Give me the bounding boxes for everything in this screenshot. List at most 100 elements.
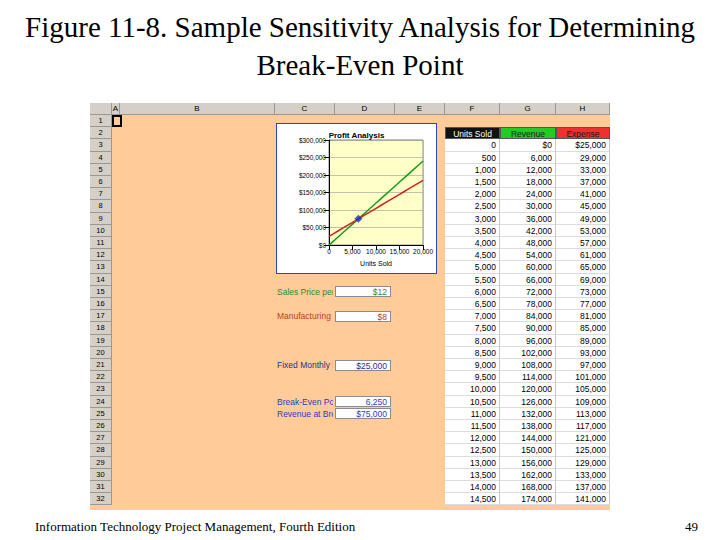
html-text:45,000: 45,000 — [580, 201, 606, 212]
html-text:$75,000: $75,000 — [356, 409, 387, 420]
html-text:114,000: 114,000 — [521, 372, 552, 383]
html-text:24,000: 24,000 — [526, 189, 552, 200]
html-text:$12: $12 — [372, 287, 387, 298]
html-text:10,000: 10,000 — [470, 384, 496, 395]
html-text:$8: $8 — [377, 311, 387, 322]
html-text:49: 49 — [685, 519, 698, 534]
html-text:81,000: 81,000 — [580, 311, 606, 322]
html-text:61,000: 61,000 — [580, 250, 606, 261]
html-text:500: 500 — [481, 152, 496, 163]
svg-text:10,000: 10,000 — [366, 248, 386, 255]
html-text:9,500: 9,500 — [474, 372, 496, 383]
html-text:126,000: 126,000 — [521, 396, 552, 407]
html-text:54,000: 54,000 — [526, 250, 552, 261]
html-text:10,500: 10,500 — [470, 396, 496, 407]
svg-text:20,000: 20,000 — [413, 248, 433, 255]
html-text:89,000: 89,000 — [580, 335, 606, 346]
html-text:3,500: 3,500 — [474, 225, 496, 236]
html-text:8,000: 8,000 — [474, 335, 496, 346]
html-text:53,000: 53,000 — [580, 225, 606, 236]
html-text:7,500: 7,500 — [474, 323, 496, 334]
html-text:72,000: 72,000 — [526, 286, 552, 297]
html-text:93,000: 93,000 — [580, 347, 606, 358]
html-text:49,000: 49,000 — [580, 213, 606, 224]
svg-text:0: 0 — [327, 248, 331, 255]
html-text:85,000: 85,000 — [580, 323, 606, 334]
svg-text:Units Sold: Units Sold — [360, 260, 392, 267]
html-text:69,000: 69,000 — [580, 274, 606, 285]
html-text:174,000: 174,000 — [521, 494, 552, 505]
html-text:Figure 11-8. Sample Sensitivit: Figure 11-8. Sample Sensitivity Analysis… — [25, 11, 695, 81]
svg-text:$250,000: $250,000 — [299, 154, 326, 161]
html-text:73,000: 73,000 — [580, 286, 606, 297]
html-text:1,000: 1,000 — [474, 164, 496, 175]
svg-text:$100,000: $100,000 — [299, 207, 326, 214]
html-text:30,000: 30,000 — [526, 201, 552, 212]
html-text:$25,000: $25,000 — [356, 360, 387, 371]
html-text:109,000: 109,000 — [575, 396, 606, 407]
svg-text:$50,000: $50,000 — [303, 224, 327, 231]
html-text:129,000: 129,000 — [575, 457, 606, 468]
svg-text:$150,000: $150,000 — [299, 189, 326, 196]
html-text:96,000: 96,000 — [526, 335, 552, 346]
html-text:141,000: 141,000 — [575, 494, 606, 505]
html-text:125,000: 125,000 — [575, 445, 606, 456]
html-text:6,000: 6,000 — [474, 286, 496, 297]
html-text:8,500: 8,500 — [474, 347, 496, 358]
html-text:5,000: 5,000 — [474, 262, 496, 273]
html-text:12,000: 12,000 — [470, 433, 496, 444]
html-text:101,000: 101,000 — [575, 372, 606, 383]
html-text:2,000: 2,000 — [474, 189, 496, 200]
html-text:132,000: 132,000 — [521, 408, 552, 419]
html-text:11,000: 11,000 — [470, 408, 496, 419]
html-text:102,000: 102,000 — [521, 347, 552, 358]
html-text:113,000: 113,000 — [575, 408, 606, 419]
html-text:2,500: 2,500 — [474, 201, 496, 212]
html-text:144,000: 144,000 — [521, 433, 552, 444]
html-text:Expense: Expense — [566, 129, 600, 140]
html-text:13,500: 13,500 — [470, 469, 496, 480]
svg-text:$300,000: $300,000 — [299, 137, 326, 144]
html-text:12,000: 12,000 — [526, 164, 552, 175]
html-text:Revenue: Revenue — [511, 129, 545, 140]
html-text:105,000: 105,000 — [575, 384, 606, 395]
html-text:Information Technology Project: Information Technology Project Managemen… — [35, 519, 356, 534]
html-text:33,000: 33,000 — [580, 164, 606, 175]
html-text:150,000: 150,000 — [521, 445, 552, 456]
html-text:42,000: 42,000 — [526, 225, 552, 236]
html-text:3,000: 3,000 — [474, 213, 496, 224]
html-text:6,000: 6,000 — [530, 152, 552, 163]
html-text:4,000: 4,000 — [474, 238, 496, 248]
html-text:66,000: 66,000 — [526, 274, 552, 285]
html-text:7,000: 7,000 — [474, 311, 496, 322]
html-text:36,000: 36,000 — [526, 213, 552, 224]
html-text:5,500: 5,500 — [474, 274, 496, 285]
html-text:4,500: 4,500 — [474, 250, 496, 261]
html-text:$0: $0 — [542, 140, 552, 151]
svg-text:Profit Analysis: Profit Analysis — [329, 131, 385, 140]
html-text:133,000: 133,000 — [575, 469, 606, 480]
html-text:12,500: 12,500 — [470, 445, 496, 456]
html-text:29,000: 29,000 — [580, 152, 606, 163]
html-text:120,000: 120,000 — [521, 384, 552, 395]
html-text:14,500: 14,500 — [470, 494, 496, 505]
html-text:156,000: 156,000 — [521, 457, 552, 468]
svg-text:15,000: 15,000 — [390, 248, 410, 255]
svg-text:5,000: 5,000 — [344, 248, 361, 255]
html-text:37,000: 37,000 — [580, 177, 606, 187]
html-text:18,000: 18,000 — [526, 177, 552, 187]
html-text:6,250: 6,250 — [365, 397, 387, 408]
html-text:121,000: 121,000 — [575, 433, 606, 444]
html-text:162,000: 162,000 — [521, 469, 552, 480]
html-text:84,000: 84,000 — [526, 311, 552, 322]
html-text:90,000: 90,000 — [526, 323, 552, 334]
html-text:$25,000: $25,000 — [575, 140, 606, 151]
html-text:60,000: 60,000 — [526, 262, 552, 273]
html-text:65,000: 65,000 — [580, 262, 606, 273]
html-text:13,000: 13,000 — [470, 457, 496, 468]
svg-text:$0: $0 — [319, 242, 327, 249]
html-text:1,500: 1,500 — [474, 177, 496, 187]
html-text:Units Sold: Units Sold — [453, 129, 492, 140]
html-text:41,000: 41,000 — [580, 189, 606, 200]
svg-text:$200,000: $200,000 — [299, 172, 326, 179]
